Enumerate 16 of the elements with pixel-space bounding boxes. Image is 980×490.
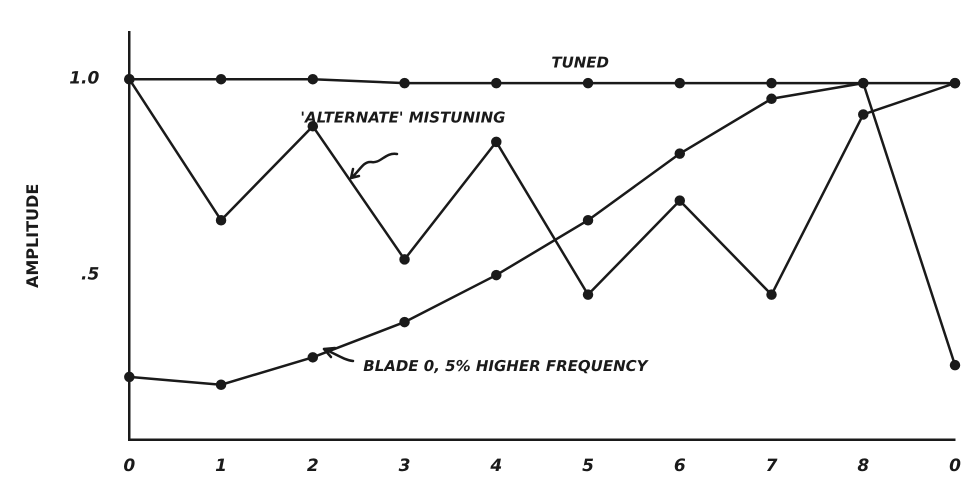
series-label: BLADE 0, 5% HIGHER FREQUENCY xyxy=(363,357,650,376)
x-tick-label: 7 xyxy=(766,456,778,476)
x-tick-label: 3 xyxy=(398,456,410,476)
series-label: TUNED xyxy=(551,53,610,72)
x-tick-label: 8 xyxy=(857,456,870,476)
x-tick-label: 6 xyxy=(674,456,686,476)
y-tick-label: 1.0 xyxy=(69,68,100,89)
x-tick-label: 0 xyxy=(949,456,962,476)
x-tick-label: 2 xyxy=(306,456,319,476)
series-label: 'ALTERNATE' MISTUNING xyxy=(300,108,506,126)
x-tick-label: 0 xyxy=(123,456,136,476)
y-axis-title: AMPLITUDE xyxy=(22,184,42,288)
x-tick-label: 4 xyxy=(489,456,502,476)
x-tick-label: 5 xyxy=(582,456,594,476)
y-tick-label: .5 xyxy=(81,264,100,284)
x-tick-label: 1 xyxy=(215,456,227,476)
